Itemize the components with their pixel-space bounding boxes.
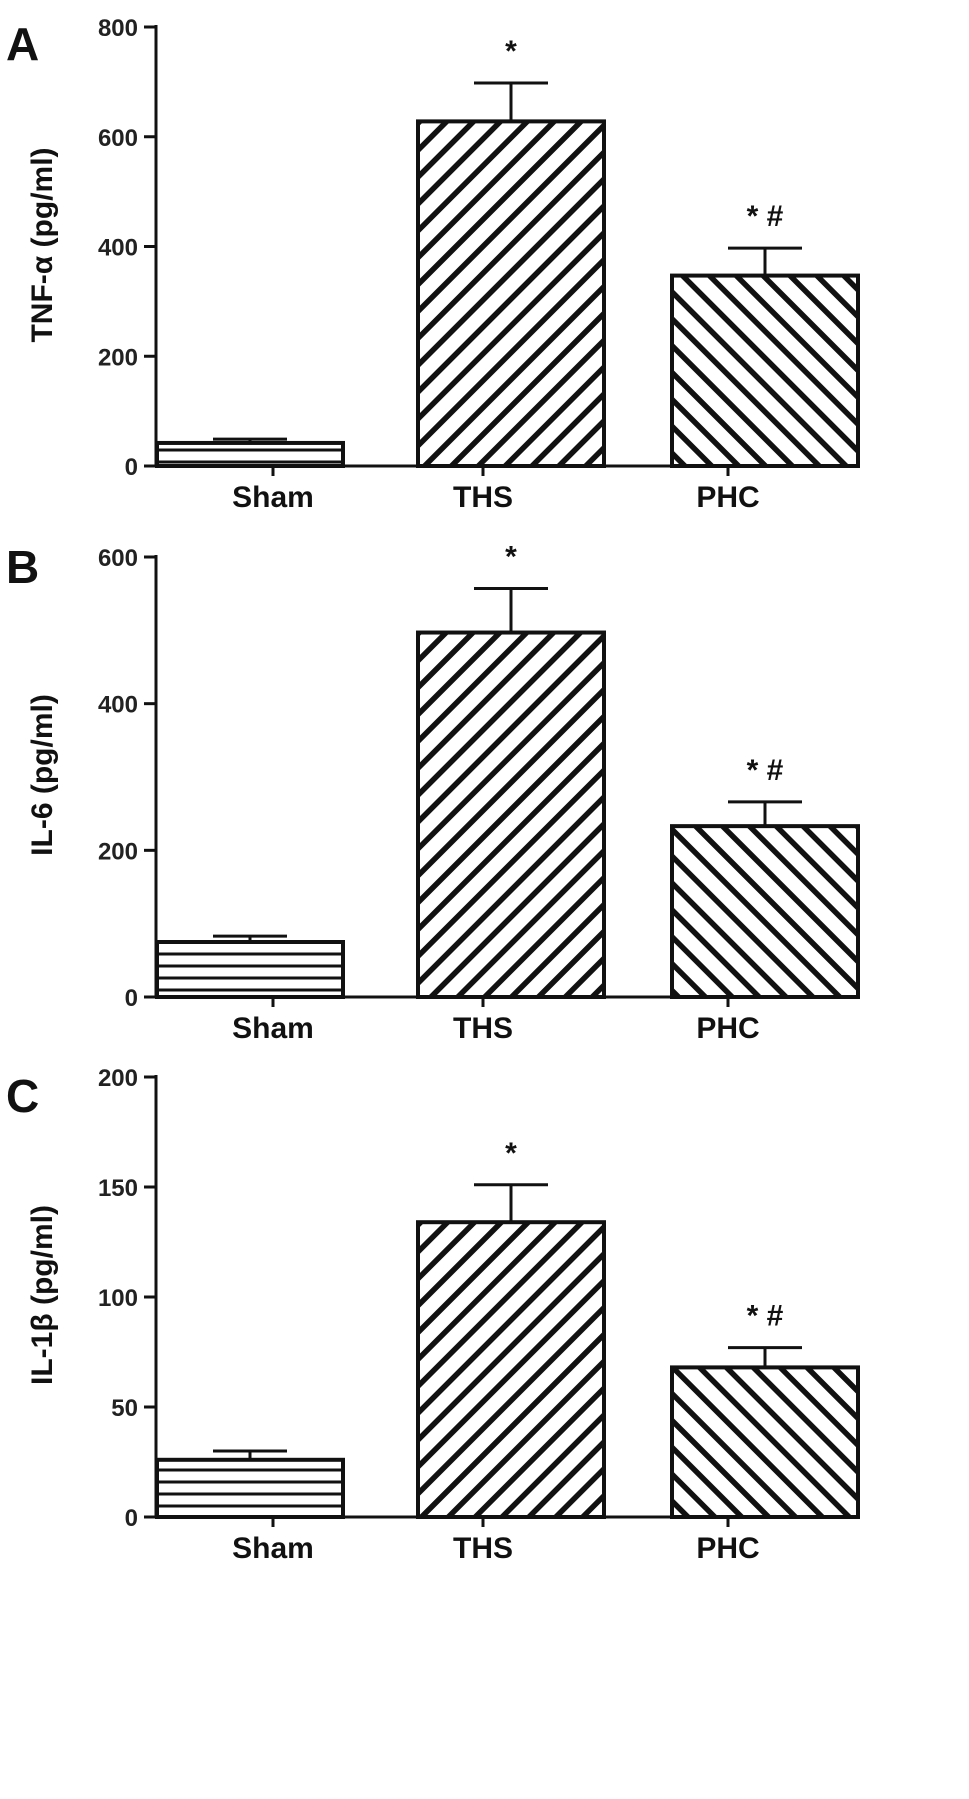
panel-letter: B <box>6 541 39 593</box>
y-tick-label: 0 <box>125 985 138 1012</box>
y-tick-label: 150 <box>98 1175 138 1202</box>
y-tick-label: 50 <box>111 1395 138 1422</box>
significance-marker: * # <box>747 200 784 233</box>
significance-marker: * # <box>747 1300 784 1333</box>
significance-marker: * <box>505 1137 517 1170</box>
panel-letter: C <box>6 1070 39 1122</box>
chart-marks: * * # 0 200 400 600 Sham THS PHC <box>98 541 860 1045</box>
chart-marks: * * # 0 200 400 600 800 Sham THS PHC <box>98 15 860 514</box>
y-tick-label: 600 <box>98 545 138 572</box>
y-tick-label: 800 <box>98 15 138 42</box>
y-tick-label: 100 <box>98 1285 138 1312</box>
bar <box>416 1220 606 1519</box>
category-label: PHC <box>696 481 759 514</box>
y-axis-label: TNF-α (pg/ml) <box>26 147 59 342</box>
bar <box>670 1365 860 1520</box>
y-tick-label: 400 <box>98 692 138 719</box>
panel-c: C IL-1β (pg/ml) * * # 0 50 100 150 200 Sham THS P… <box>6 1065 860 1565</box>
bar <box>670 824 860 1000</box>
panel-letter: A <box>6 18 39 70</box>
bar <box>670 273 860 468</box>
category-label: PHC <box>696 1012 759 1045</box>
category-label: THS <box>453 481 513 514</box>
bar <box>155 940 345 999</box>
category-label: Sham <box>232 1012 314 1045</box>
bar <box>155 440 345 469</box>
y-tick-label: 0 <box>125 454 138 481</box>
bar <box>416 630 606 999</box>
category-label: THS <box>453 1532 513 1565</box>
category-label: THS <box>453 1012 513 1045</box>
bar <box>416 119 606 468</box>
chart-marks: * * # 0 50 100 150 200 Sham THS PHC <box>98 1065 860 1565</box>
category-label: Sham <box>232 1532 314 1565</box>
bar <box>155 1457 345 1520</box>
category-label: Sham <box>232 481 314 514</box>
panel-b: B IL-6 (pg/ml) * * # 0 200 400 600 Sham THS PHC <box>6 541 860 1045</box>
y-axis-label: IL-6 (pg/ml) <box>26 694 59 856</box>
y-tick-label: 200 <box>98 1065 138 1092</box>
panel-a: A TNF-α (pg/ml) * * # 0 200 400 600 800 Sham THS… <box>6 15 860 514</box>
y-tick-label: 0 <box>125 1505 138 1532</box>
y-axis-label: IL-1β (pg/ml) <box>26 1205 59 1385</box>
y-tick-label: 200 <box>98 838 138 865</box>
y-tick-label: 600 <box>98 125 138 152</box>
category-label: PHC <box>696 1532 759 1565</box>
y-tick-label: 200 <box>98 344 138 371</box>
significance-marker: * <box>505 541 517 574</box>
y-tick-label: 400 <box>98 235 138 262</box>
significance-marker: * # <box>747 754 784 787</box>
significance-marker: * <box>505 35 517 68</box>
